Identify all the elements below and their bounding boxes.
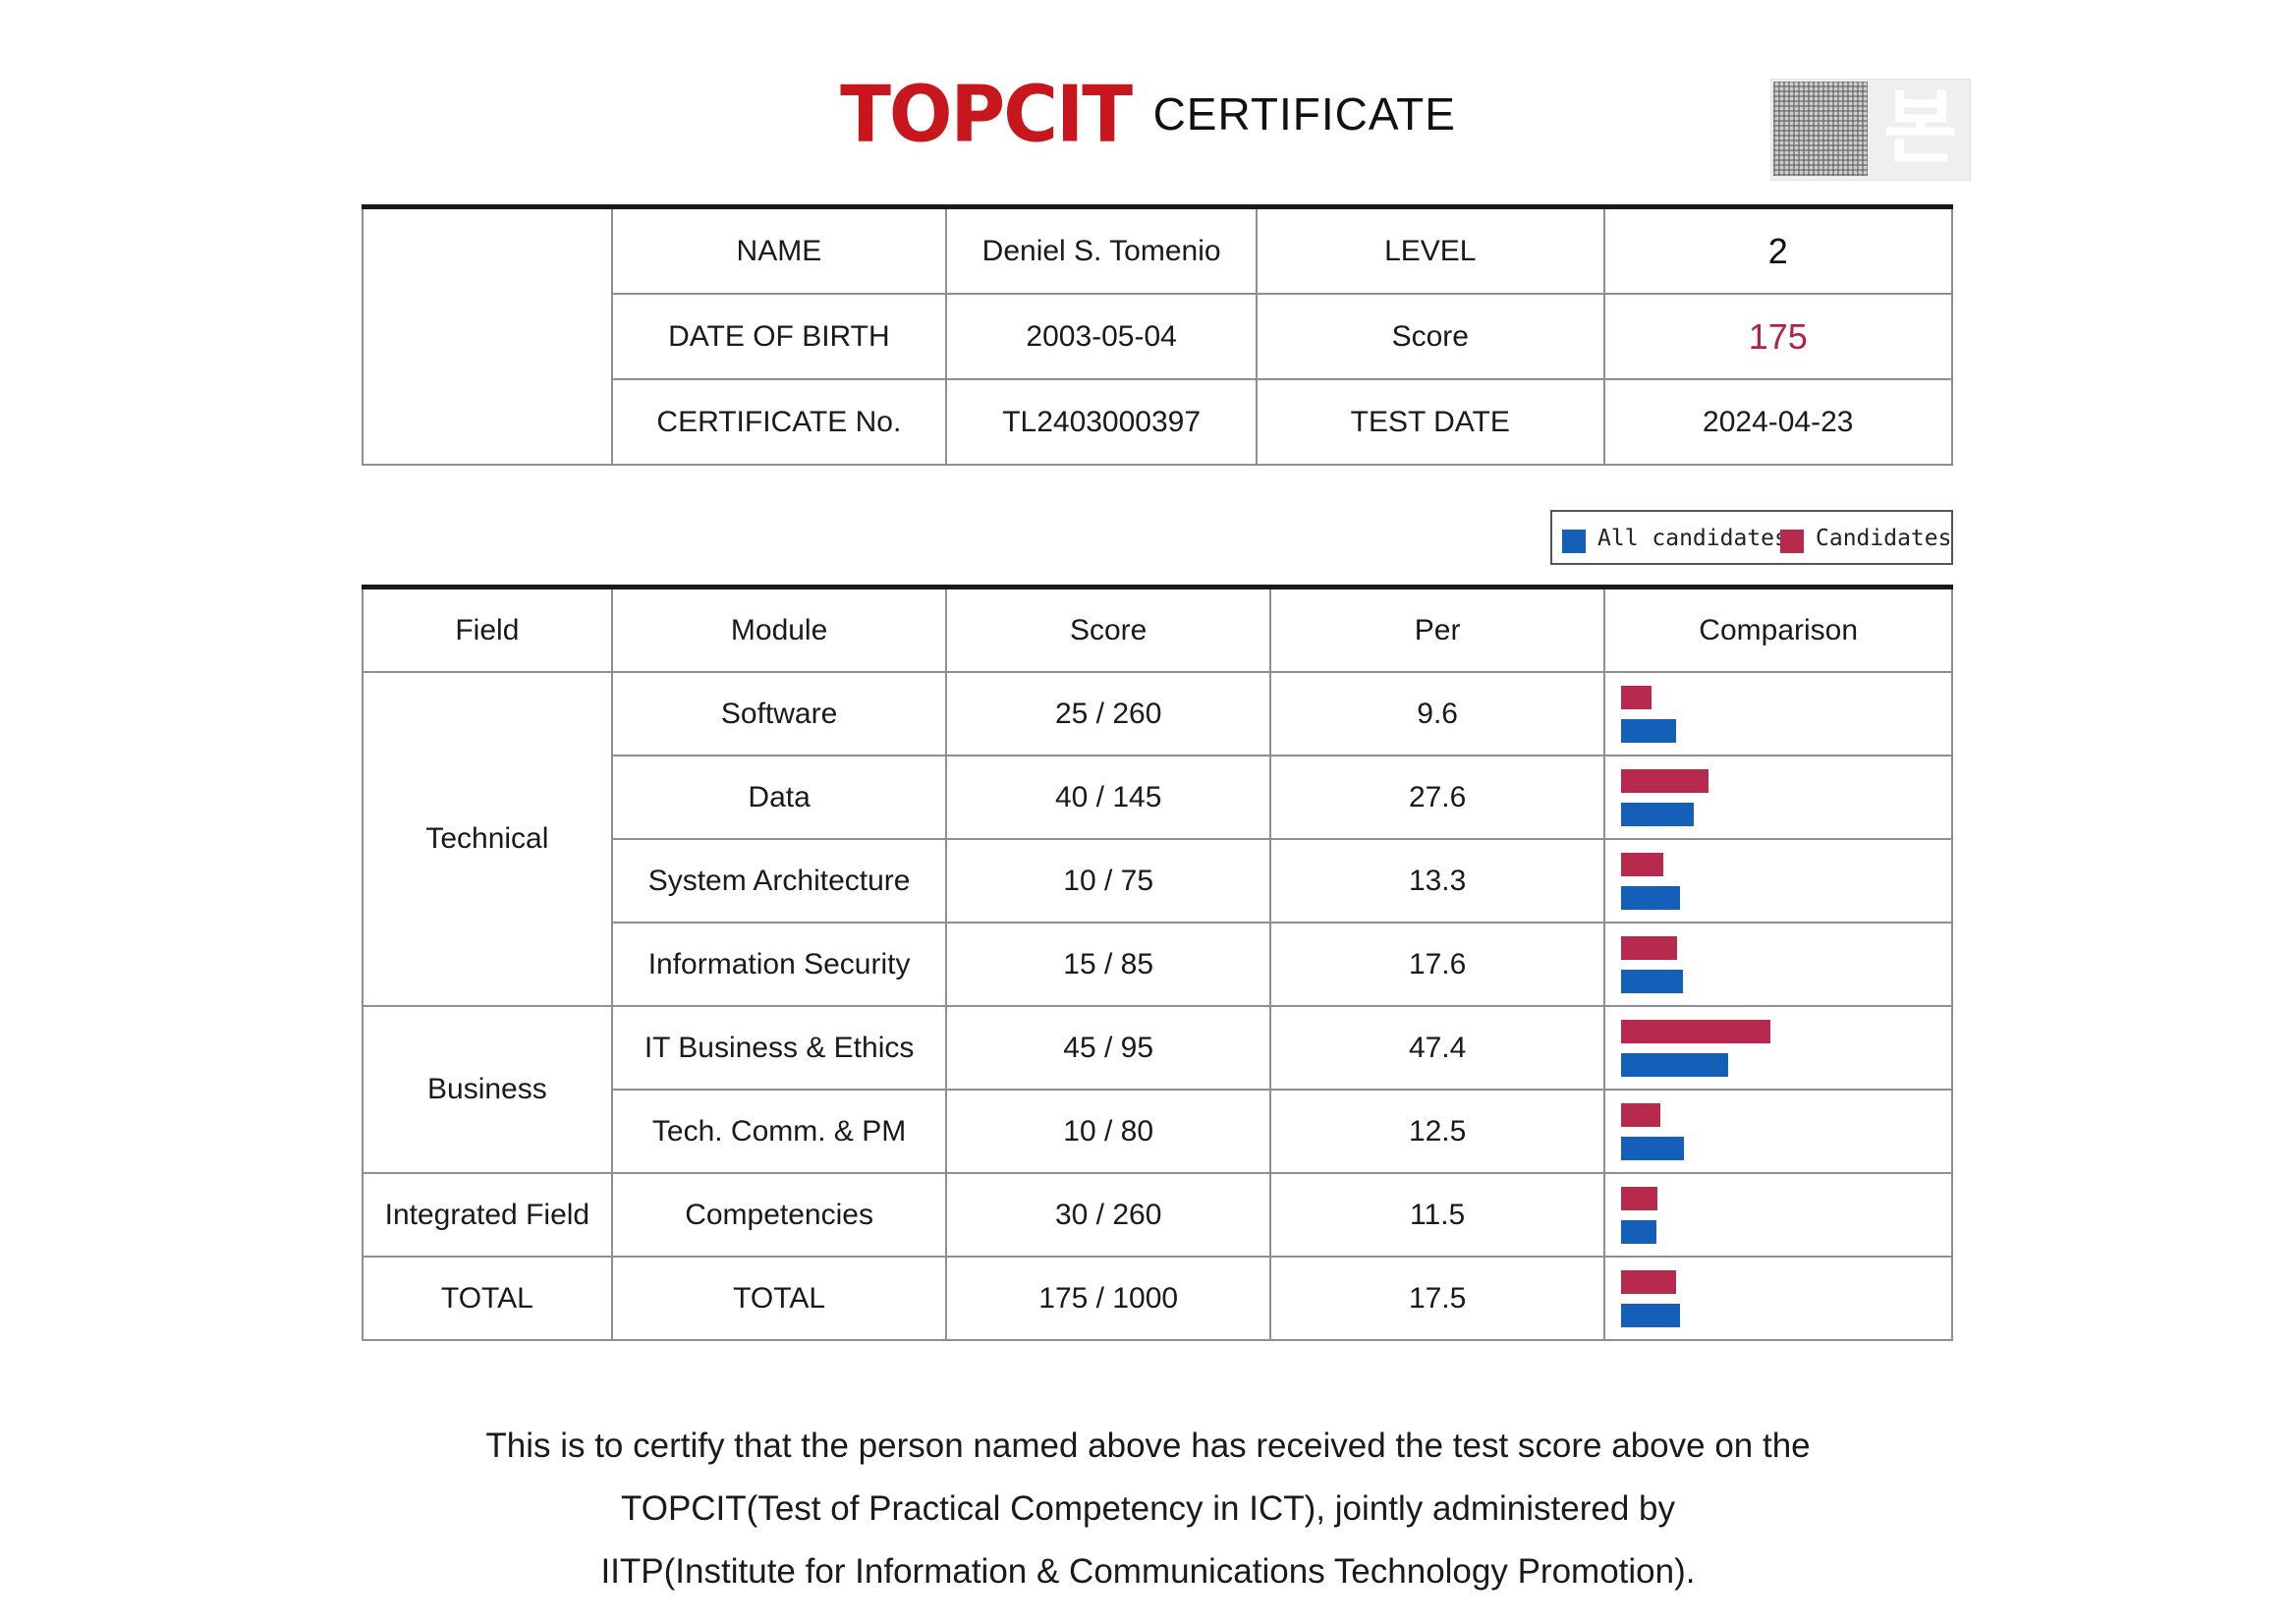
level-label: LEVEL <box>1256 205 1605 295</box>
module-cell: System Architecture <box>610 838 948 924</box>
certification-statement: This is to certify that the person named… <box>0 1415 2296 1603</box>
comparison-cell <box>1603 671 1953 756</box>
module-cell: IT Business & Ethics <box>610 1005 948 1091</box>
field-header: Field <box>362 586 613 673</box>
level-value: 2 <box>1602 205 1954 295</box>
certificate-number-label: CERTIFICATE No. <box>610 378 948 466</box>
per-cell: 9.6 <box>1268 671 1606 756</box>
score-cell: 10 / 80 <box>945 1089 1271 1174</box>
photo-cell <box>362 205 613 466</box>
field-total: TOTAL <box>362 1256 613 1341</box>
score-cell: 45 / 95 <box>945 1005 1271 1091</box>
score-header: Score <box>945 586 1271 673</box>
module-header: Module <box>610 586 948 673</box>
score-cell: 10 / 75 <box>945 838 1271 924</box>
all-candidates-bar <box>1621 969 1683 993</box>
score-label: Score <box>1256 293 1605 380</box>
field-technical: Technical <box>362 671 613 1007</box>
table-row: Technical Software 25 / 260 9.6 <box>362 671 1953 1007</box>
comparison-cell <box>1603 1172 1953 1258</box>
all-candidates-bar <box>1621 718 1677 743</box>
score-cell: 25 / 260 <box>945 671 1271 756</box>
table-row: Information Security 15 / 85 17.6 <box>363 922 1953 1007</box>
candidate-info-table: NAME Deniel S. Tomenio LEVEL 2 DATE OF B… <box>362 204 1954 466</box>
statement-line: This is to certify that the person named… <box>485 1427 1811 1465</box>
per-cell: 27.6 <box>1268 755 1606 840</box>
field-business: Business <box>362 1005 613 1174</box>
per-cell: 12.5 <box>1268 1089 1606 1174</box>
per-header: Per <box>1268 586 1606 673</box>
statement-line: TOPCIT(Test of Practical Competency in I… <box>620 1489 1676 1528</box>
legend-candidates-swatch <box>1780 530 1804 553</box>
qr-code-icon <box>1773 82 1868 176</box>
comparison-cell <box>1603 1089 1953 1174</box>
table-row: Integrated Field Competencies 30 / 260 1… <box>362 1172 1953 1258</box>
legend-candidates-label: Candidates <box>1816 526 1952 551</box>
legend-all-label: All candidates <box>1597 526 1788 551</box>
candidates-bar <box>1621 685 1652 709</box>
field-integrated: Integrated Field <box>362 1172 613 1258</box>
candidates-bar <box>1621 935 1677 960</box>
module-cell: TOTAL <box>610 1256 948 1341</box>
comparison-cell <box>1603 755 1953 840</box>
table-row: Business IT Business & Ethics 45 / 95 47… <box>362 1005 1953 1174</box>
candidates-bar <box>1621 768 1708 793</box>
comparison-cell <box>1603 838 1953 924</box>
stamp-glyph: 본 <box>1883 82 1958 175</box>
score-cell: 30 / 260 <box>945 1172 1271 1258</box>
name-label: NAME <box>610 205 948 295</box>
legend-all-swatch <box>1562 530 1586 553</box>
name-value: Deniel S. Tomenio <box>945 205 1259 295</box>
table-row: Data 40 / 145 27.6 <box>363 755 1953 840</box>
module-cell: Software <box>610 671 948 756</box>
module-score-table: Field Module Score Per Comparison Techni… <box>362 585 1953 1341</box>
module-cell: Tech. Comm. & PM <box>610 1089 948 1174</box>
dob-label: DATE OF BIRTH <box>610 293 948 380</box>
module-cell: Competencies <box>610 1172 948 1258</box>
certificate-header: TOPCIT CERTIFICATE <box>0 67 2296 160</box>
score-cell: 40 / 145 <box>945 755 1271 840</box>
all-candidates-bar <box>1621 1219 1656 1244</box>
all-candidates-bar <box>1621 1136 1685 1160</box>
table-row: System Architecture 10 / 75 13.3 <box>363 838 1953 924</box>
score-value: 175 <box>1602 293 1954 380</box>
candidates-bar <box>1621 1269 1677 1294</box>
per-cell: 11.5 <box>1268 1172 1606 1258</box>
test-date-value: 2024-04-23 <box>1602 378 1954 466</box>
all-candidates-bar <box>1621 1303 1680 1327</box>
per-cell: 17.5 <box>1268 1256 1606 1341</box>
all-candidates-bar <box>1621 802 1694 826</box>
comparison-cell <box>1603 1256 1953 1341</box>
certificate-title: CERTIFICATE <box>1152 88 1456 140</box>
score-cell: 15 / 85 <box>945 922 1271 1007</box>
module-cell: Data <box>610 755 948 840</box>
per-cell: 13.3 <box>1268 838 1606 924</box>
all-candidates-bar <box>1621 1052 1729 1077</box>
certificate-number-value: TL2403000397 <box>945 378 1259 466</box>
comparison-cell <box>1603 1005 1953 1091</box>
module-cell: Information Security <box>610 922 948 1007</box>
candidates-bar <box>1621 1186 1658 1210</box>
table-row: TOTAL TOTAL 175 / 1000 17.5 <box>362 1256 1953 1341</box>
all-candidates-bar <box>1621 885 1680 910</box>
per-cell: 47.4 <box>1268 1005 1606 1091</box>
statement-line: IITP(Institute for Information & Communi… <box>600 1552 1696 1591</box>
score-cell: 175 / 1000 <box>945 1256 1271 1341</box>
per-cell: 17.6 <box>1268 922 1606 1007</box>
comparison-header: Comparison <box>1603 586 1953 673</box>
original-stamp: 본 <box>1770 79 1971 181</box>
candidates-bar <box>1621 852 1663 876</box>
candidates-bar <box>1621 1019 1771 1043</box>
test-date-label: TEST DATE <box>1256 378 1605 466</box>
topcit-logo: TOPCIT <box>840 67 1133 160</box>
dob-value: 2003-05-04 <box>945 293 1259 380</box>
table-row: Tech. Comm. & PM 10 / 80 12.5 <box>363 1089 1953 1174</box>
chart-legend: All candidates Candidates <box>1550 510 1953 565</box>
candidates-bar <box>1621 1102 1661 1127</box>
comparison-cell <box>1603 922 1953 1007</box>
